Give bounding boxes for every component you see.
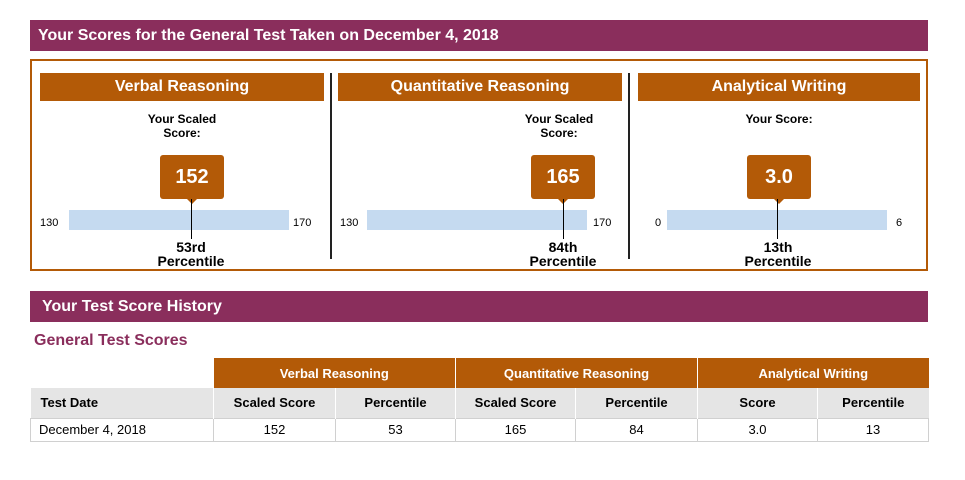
column-header: Percentile [335,388,456,418]
table-group-verbal: Verbal Reasoning [213,358,456,388]
quant-section: Quantitative Reasoning Your Scaled Score… [338,73,622,268]
table-cell: 165 [455,417,576,442]
quant-score-marker [563,199,564,239]
quant-min: 130 [340,217,359,229]
column-header: Score [697,388,818,418]
verbal-section: Verbal Reasoning Your Scaled Score: 152 … [40,73,324,268]
quant-percentile-word: Percentile [529,253,597,269]
table-column-header-row: Test Date Scaled Score Percentile Scaled… [30,388,929,418]
verbal-percentile: 53rd Percentile [136,240,246,268]
table-group-writing: Analytical Writing [697,358,929,388]
writing-percentile-rank: 13th [763,239,793,255]
history-subtitle: General Test Scores [34,332,188,349]
column-header: Scaled Score [455,388,576,418]
table-group-header-row: Verbal Reasoning Quantitative Reasoning … [30,358,929,388]
verbal-percentile-word: Percentile [157,253,225,269]
table-row: December 4, 2018 152 53 165 84 3.0 13 [30,417,929,442]
table-cell-date: December 4, 2018 [30,417,214,442]
writing-header: Analytical Writing [638,73,920,101]
quant-percentile: 84th Percentile [508,240,618,268]
writing-section: Analytical Writing Your Score: 3.0 0 6 1… [638,73,920,268]
writing-max: 6 [896,217,903,229]
quant-percentile-rank: 84th [548,239,578,255]
score-summary-panel: Verbal Reasoning Your Scaled Score: 152 … [30,59,928,271]
column-header: Scaled Score [213,388,336,418]
verbal-header: Verbal Reasoning [40,73,324,101]
quant-scaled-label: Your Scaled Score: [524,112,594,140]
verbal-score-bar [69,210,289,230]
verbal-percentile-rank: 53rd [176,239,206,255]
quant-max: 170 [593,217,612,229]
table-cell: 53 [335,417,456,442]
score-history-table: Verbal Reasoning Quantitative Reasoning … [30,358,929,442]
table-cell: 3.0 [697,417,818,442]
quant-score: 165 [531,155,595,204]
writing-min: 0 [655,217,662,229]
writing-score-marker [777,199,778,239]
table-group-empty [30,358,214,388]
column-header: Percentile [575,388,698,418]
table-cell: 13 [817,417,929,442]
section-divider [628,73,630,259]
table-cell: 84 [575,417,698,442]
section-divider [330,73,332,259]
writing-percentile: 13th Percentile [723,240,833,268]
verbal-score: 152 [160,155,224,204]
score-report-title: Your Scores for the General Test Taken o… [30,20,928,51]
writing-score: 3.0 [747,155,811,204]
table-group-quant: Quantitative Reasoning [455,358,698,388]
writing-score-label: Your Score: [745,112,813,126]
verbal-score-marker [191,199,192,239]
quant-header: Quantitative Reasoning [338,73,622,101]
verbal-max: 170 [293,217,312,229]
quant-score-bar [367,210,587,230]
history-title: Your Test Score History [30,291,928,322]
verbal-scaled-label: Your Scaled Score: [147,112,217,140]
writing-percentile-word: Percentile [744,253,812,269]
table-cell: 152 [213,417,336,442]
verbal-min: 130 [40,217,59,229]
column-header: Percentile [817,388,929,418]
column-header: Test Date [30,388,214,418]
